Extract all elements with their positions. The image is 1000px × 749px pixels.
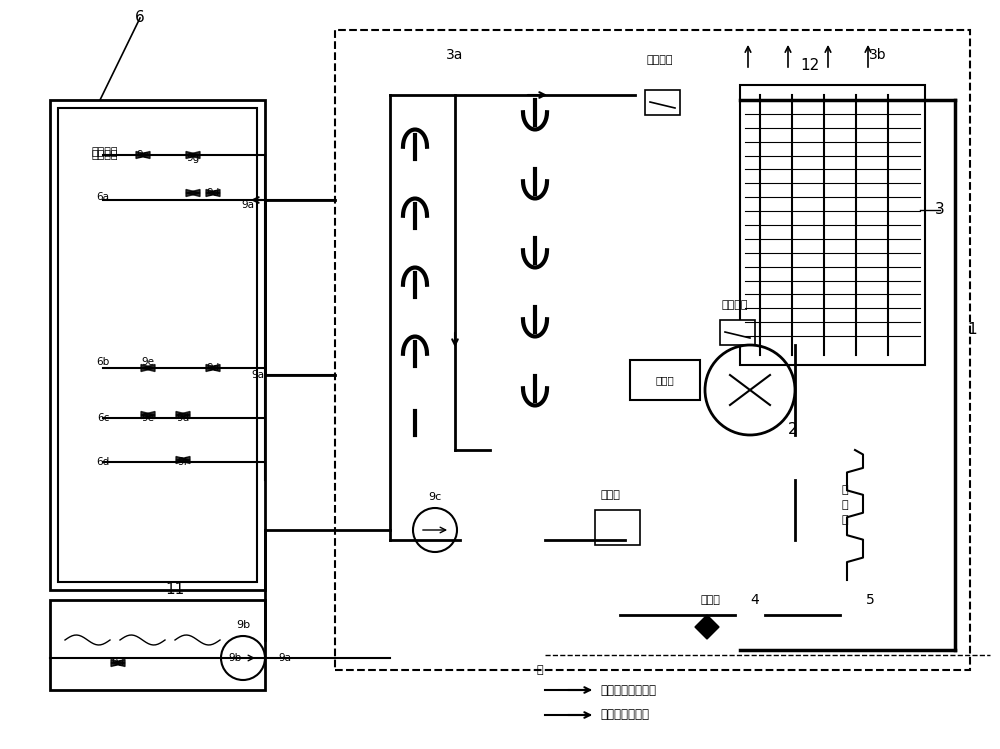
Polygon shape [206, 189, 220, 196]
Text: 6d: 6d [96, 457, 110, 467]
Polygon shape [176, 456, 190, 464]
Text: 2: 2 [788, 422, 798, 437]
Text: 6a: 6a [96, 192, 110, 202]
Text: 9a: 9a [278, 653, 292, 663]
Polygon shape [136, 151, 150, 159]
Bar [58, 108, 257, 582]
Text: 喷液阀: 喷液阀 [600, 490, 620, 500]
Text: 9d: 9d [176, 413, 190, 423]
Text: 9a: 9a [252, 370, 264, 380]
Text: 管: 管 [842, 515, 848, 525]
Text: 9e: 9e [136, 150, 150, 160]
Text: 9e: 9e [142, 413, 154, 423]
Text: 9b: 9b [228, 653, 242, 663]
Text: 高压开关: 高压开关 [647, 55, 673, 65]
Text: 9g: 9g [186, 153, 200, 163]
Polygon shape [136, 151, 150, 159]
Text: 9f: 9f [178, 457, 188, 467]
Text: 6c: 6c [97, 413, 109, 423]
Polygon shape [206, 365, 220, 372]
Text: 注: 注 [537, 665, 543, 675]
Text: 12: 12 [800, 58, 820, 73]
Text: 鱼水出口: 鱼水出口 [92, 150, 118, 160]
Text: 毛: 毛 [842, 485, 848, 495]
Text: 四通阀: 四通阀 [656, 375, 674, 385]
Text: 3: 3 [935, 202, 945, 217]
Polygon shape [186, 151, 200, 159]
Text: 4: 4 [751, 593, 759, 607]
Text: 9d: 9d [206, 363, 220, 373]
Text: 9a: 9a [242, 200, 254, 210]
Polygon shape [111, 660, 125, 667]
Polygon shape [176, 411, 190, 419]
Polygon shape [141, 411, 155, 419]
Text: 低压开关: 低压开关 [722, 300, 748, 310]
Text: 5: 5 [866, 593, 874, 607]
Text: 9e: 9e [142, 357, 154, 367]
Polygon shape [186, 189, 200, 196]
Text: 表示冷媒循环系统: 表示冷媒循环系统 [600, 684, 656, 697]
Bar [335, 30, 970, 670]
Bar [50, 100, 265, 590]
Text: 9b: 9b [236, 620, 250, 630]
Polygon shape [141, 411, 155, 419]
Bar [720, 320, 755, 345]
Polygon shape [695, 615, 719, 639]
Text: 细: 细 [842, 500, 848, 510]
Polygon shape [111, 660, 125, 667]
Text: 鱼水出口: 鱼水出口 [92, 147, 118, 157]
Polygon shape [176, 411, 190, 419]
Text: 11: 11 [165, 583, 185, 598]
Bar [645, 90, 680, 115]
Text: 3a: 3a [446, 48, 464, 62]
Bar [595, 510, 640, 545]
Bar [50, 600, 265, 690]
Polygon shape [141, 365, 155, 372]
Polygon shape [141, 365, 155, 372]
Text: 表示水循环系统: 表示水循环系统 [600, 709, 649, 721]
Polygon shape [186, 151, 200, 159]
Text: 6b: 6b [96, 357, 110, 367]
Polygon shape [206, 189, 220, 196]
Text: 9d: 9d [206, 188, 220, 198]
Text: 9c: 9c [428, 492, 442, 502]
Text: 9d: 9d [111, 658, 125, 668]
Polygon shape [186, 189, 200, 196]
Text: 6: 6 [135, 10, 145, 25]
Bar [630, 360, 700, 400]
Polygon shape [176, 456, 190, 464]
Text: 3b: 3b [869, 48, 887, 62]
Text: 膨胀阀: 膨胀阀 [700, 595, 720, 605]
Text: 1: 1 [967, 323, 977, 338]
Polygon shape [206, 365, 220, 372]
Bar [740, 85, 925, 365]
